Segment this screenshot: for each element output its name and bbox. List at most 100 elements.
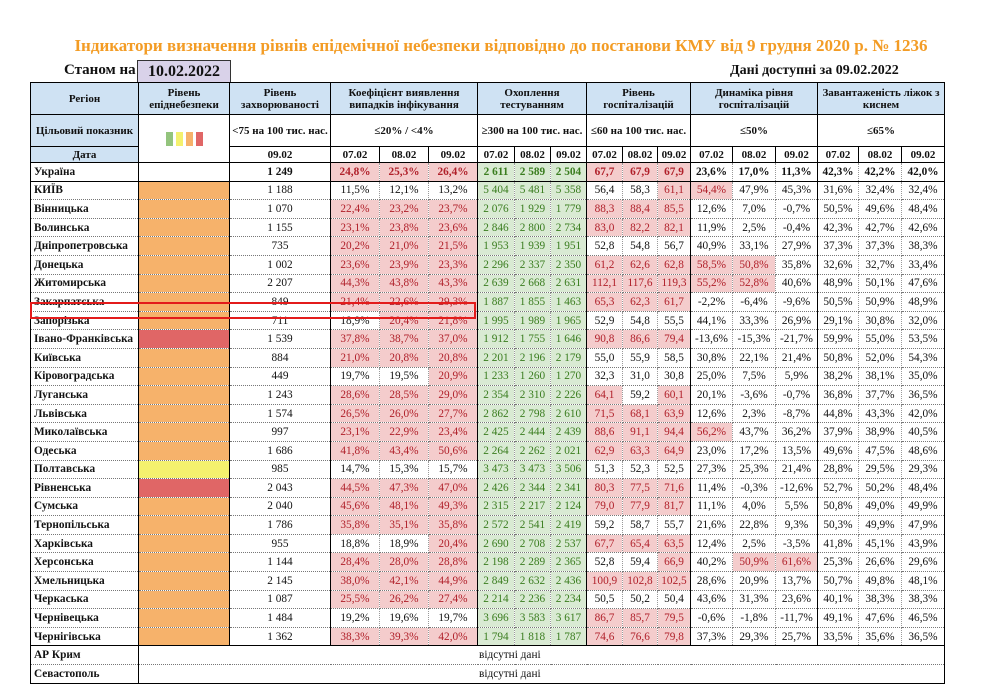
table-row: Черкаська 1 087 25,5% 26,2% 27,4% 2 214 2 236 2…	[30, 590, 945, 610]
incidence-value: 1 786	[229, 515, 331, 535]
epidemic-level-indicator	[138, 292, 230, 312]
hospitalization-value: 55,0	[586, 348, 623, 368]
hospitalization-value: 79,5	[657, 608, 691, 628]
testing-value: 2 800	[514, 218, 551, 238]
region-name: Тернопільська	[30, 515, 139, 535]
oxygen-beds-value: 48,4%	[901, 478, 945, 498]
hosp-dynamics-value: 52,8%	[732, 274, 776, 294]
detection-value: 44,5%	[330, 478, 380, 498]
testing-value: 5 404	[477, 181, 515, 201]
testing-value: 2 611	[477, 162, 515, 182]
hosp-dynamics-value: 50,9%	[732, 552, 776, 573]
date-hospitalization-1: 08.02	[622, 146, 658, 163]
oxygen-beds-value: 43,3%	[858, 404, 902, 424]
oxygen-beds-value: 52,7%	[817, 478, 859, 498]
testing-value: 2 439	[550, 422, 587, 442]
hospitalization-value: 88,6	[586, 422, 623, 442]
detection-value: 13,2%	[428, 181, 478, 201]
testing-value: 3 696	[477, 608, 515, 628]
oxygen-beds-value: 49,9%	[901, 497, 945, 517]
hospitalization-value: 82,1	[657, 218, 691, 238]
testing-value: 2 734	[550, 218, 587, 238]
testing-value: 1 912	[477, 329, 515, 349]
detection-value: 20,8%	[379, 348, 429, 368]
testing-value: 2 798	[514, 404, 551, 424]
epidemic-level-indicator	[138, 478, 230, 498]
header-level: Рівень епіднебезпеки	[138, 82, 230, 115]
region-name: Миколаївська	[30, 422, 139, 442]
detection-value: 37,0%	[428, 329, 478, 349]
oxygen-beds-value: 49,1%	[817, 608, 859, 628]
hosp-dynamics-value: -13,6%	[690, 329, 733, 349]
epidemic-level-indicator	[138, 422, 230, 442]
hospitalization-value: 51,3	[586, 460, 623, 480]
hospitalization-value: 32,3	[586, 367, 623, 387]
ukraine-total-row: Україна 1 249 24,8% 25,3% 26,4% 2 611 2 589 2 5…	[30, 162, 945, 182]
table-row: Рівненська 2 043 44,5% 47,3% 47,0% 2 426 2 344…	[30, 478, 945, 498]
epidemic-level-indicator	[138, 255, 230, 275]
incidence-value: 1 144	[229, 552, 331, 573]
oxygen-beds-value: 29,5%	[858, 460, 902, 480]
no-data-row: АР Крим відсутні дані	[30, 645, 945, 666]
hosp-dynamics-value: -15,3%	[732, 329, 776, 349]
oxygen-beds-value: 47,9%	[901, 515, 945, 535]
table-row: КИЇВ 1 188 11,5% 12,1% 13,2% 5 404 5 481 5 358 5…	[30, 181, 945, 201]
detection-value: 23,1%	[330, 422, 380, 442]
hospitalization-value: 62,8	[657, 255, 691, 275]
hospitalization-value: 61,2	[586, 255, 623, 275]
oxygen-beds-value: 50,7%	[817, 571, 859, 591]
table-row: Львівська 1 574 26,5% 26,0% 27,7% 2 862 2 798 2…	[30, 404, 945, 424]
table-row: Запорізька 711 18,9% 20,4% 21,8% 1 995 1 989 1 …	[30, 311, 945, 331]
testing-value: 1 270	[550, 367, 587, 387]
detection-value: 23,3%	[428, 255, 478, 275]
oxygen-beds-value: 35,6%	[858, 627, 902, 647]
hospitalization-value: 61,1	[657, 181, 691, 201]
detection-value: 23,6%	[330, 255, 380, 275]
region-name: Херсонська	[30, 552, 139, 573]
oxygen-beds-value: 33,5%	[817, 627, 859, 647]
oxygen-beds-value: 41,8%	[817, 534, 859, 554]
hosp-dynamics-value: 20,1%	[690, 385, 733, 405]
oxygen-beds-value: 49,6%	[858, 199, 902, 219]
header-oxygen-beds: Завантаженість ліжок з киснем	[817, 82, 945, 115]
detection-value: 44,3%	[330, 274, 380, 294]
hospitalization-value: 119,3	[657, 274, 691, 294]
hospitalization-value: 102,5	[657, 571, 691, 591]
hospitalization-value: 56,7	[657, 236, 691, 256]
hosp-dynamics-value: 17,2%	[732, 441, 776, 461]
testing-value: 2 504	[550, 162, 587, 182]
date-oxygen-beds-2: 09.02	[901, 146, 945, 163]
hosp-dynamics-value: 22,8%	[732, 515, 776, 535]
detection-value: 22,6%	[379, 292, 429, 312]
hosp-dynamics-value: -1,8%	[732, 608, 776, 628]
testing-value: 2 262	[514, 441, 551, 461]
detection-value: 43,8%	[379, 274, 429, 294]
oxygen-beds-value: 35,0%	[901, 367, 945, 387]
oxygen-beds-value: 48,6%	[901, 441, 945, 461]
testing-value: 1 818	[514, 627, 551, 647]
region-name: Київська	[30, 348, 139, 368]
epidemic-level-indicator	[138, 162, 230, 182]
hosp-dynamics-value: 20,9%	[732, 571, 776, 591]
testing-value: 2 201	[477, 348, 515, 368]
oxygen-beds-value: 50,5%	[817, 199, 859, 219]
detection-value: 35,1%	[379, 515, 429, 535]
epidemic-level-indicator	[138, 627, 230, 647]
oxygen-beds-value: 49,9%	[858, 515, 902, 535]
target-incidence: <75 на 100 тис. нас.	[229, 114, 331, 147]
testing-value: 3 583	[514, 608, 551, 628]
oxygen-beds-value: 37,3%	[817, 236, 859, 256]
date-oxygen-beds-1: 08.02	[858, 146, 902, 163]
date-hospitalization-0: 07.02	[586, 146, 623, 163]
as-of-label: Станом на	[64, 62, 136, 78]
epidemic-level-indicator	[138, 534, 230, 554]
hosp-dynamics-value: 40,2%	[690, 552, 733, 573]
region-name: Дніпропетровська	[30, 236, 139, 256]
hosp-dynamics-value: 23,0%	[690, 441, 733, 461]
hospitalization-value: 86,6	[622, 329, 658, 349]
detection-value: 14,7%	[330, 460, 380, 480]
hospitalization-value: 66,9	[657, 552, 691, 573]
hospitalization-value: 67,7	[586, 534, 623, 554]
hospitalization-value: 50,5	[586, 590, 623, 610]
hospitalization-value: 82,2	[622, 218, 658, 238]
